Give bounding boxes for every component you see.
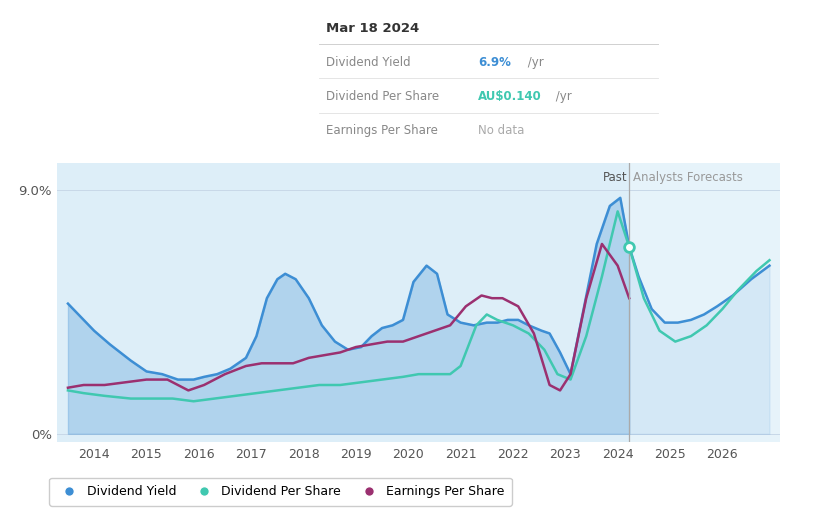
Bar xyxy=(629,163,780,442)
Legend: Dividend Yield, Dividend Per Share, Earnings Per Share: Dividend Yield, Dividend Per Share, Earn… xyxy=(49,478,512,505)
Text: AU$0.140: AU$0.140 xyxy=(478,90,542,103)
Text: Past: Past xyxy=(603,171,627,184)
Text: Dividend Per Share: Dividend Per Share xyxy=(326,90,439,103)
Text: /yr: /yr xyxy=(524,56,544,69)
Text: Earnings Per Share: Earnings Per Share xyxy=(326,124,438,137)
Text: No data: No data xyxy=(478,124,525,137)
Text: Analysts Forecasts: Analysts Forecasts xyxy=(633,171,743,184)
Text: /yr: /yr xyxy=(552,90,571,103)
Text: Dividend Yield: Dividend Yield xyxy=(326,56,410,69)
Text: 6.9%: 6.9% xyxy=(478,56,511,69)
Text: Mar 18 2024: Mar 18 2024 xyxy=(326,21,420,35)
